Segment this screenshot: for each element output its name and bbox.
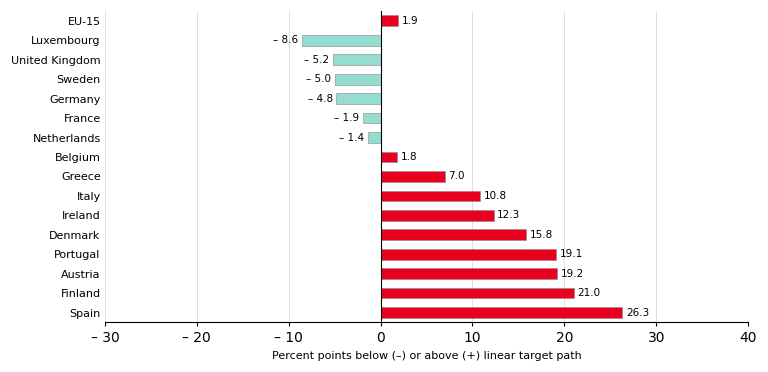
Bar [381,249,556,260]
Text: 19.2: 19.2 [561,269,584,279]
Bar [381,190,480,201]
Bar [302,35,381,46]
Text: 1.9: 1.9 [402,16,419,26]
Text: – 1.9: – 1.9 [334,113,359,123]
Text: 1.8: 1.8 [401,152,418,162]
Bar [381,210,494,221]
Text: 21.0: 21.0 [578,288,601,298]
Bar [336,93,381,104]
Bar [363,113,381,124]
Text: – 8.6: – 8.6 [273,35,298,45]
Bar [381,16,398,26]
Text: – 5.2: – 5.2 [304,55,329,65]
Bar [381,288,574,298]
Text: 15.8: 15.8 [529,230,553,240]
Bar [381,268,557,279]
Bar [333,54,381,65]
Bar [335,74,381,84]
Text: 19.1: 19.1 [560,249,583,259]
Bar [381,171,445,182]
Bar [381,230,526,240]
X-axis label: Percent points below (–) or above (+) linear target path: Percent points below (–) or above (+) li… [272,351,581,361]
Text: 7.0: 7.0 [449,171,465,182]
Text: 26.3: 26.3 [626,308,649,318]
Bar [381,307,622,318]
Text: – 4.8: – 4.8 [308,94,333,104]
Text: – 1.4: – 1.4 [339,132,364,142]
Bar [381,152,397,162]
Text: 10.8: 10.8 [484,191,507,201]
Bar [368,132,381,143]
Text: 12.3: 12.3 [497,210,521,220]
Text: – 5.0: – 5.0 [306,74,331,84]
